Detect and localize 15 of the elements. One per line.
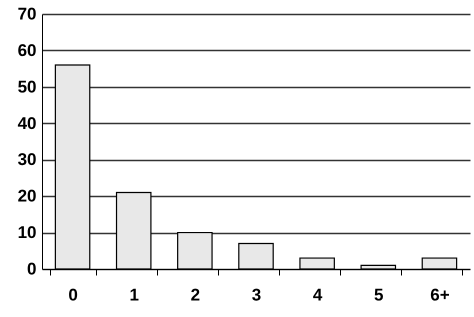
y-tick-label: 10 [18,223,36,242]
x-tick-label: 4 [312,286,323,304]
x-tick-label: 0 [68,286,78,304]
y-tick-label: 20 [18,186,36,206]
y-tick-label: 70 [18,4,36,24]
x-tick-label: 6+ [430,286,450,304]
y-tick-label: 50 [18,77,36,96]
y-tick-label: 40 [18,114,36,133]
x-tick-label: 3 [252,286,262,304]
y-tick-label: 30 [18,150,36,170]
x-tick-label: 2 [190,286,200,304]
y-tick-label: 0 [27,260,36,278]
y-tick-label: 60 [18,40,36,60]
x-tick-label: 1 [129,286,139,304]
x-tick-label: 5 [374,286,384,304]
